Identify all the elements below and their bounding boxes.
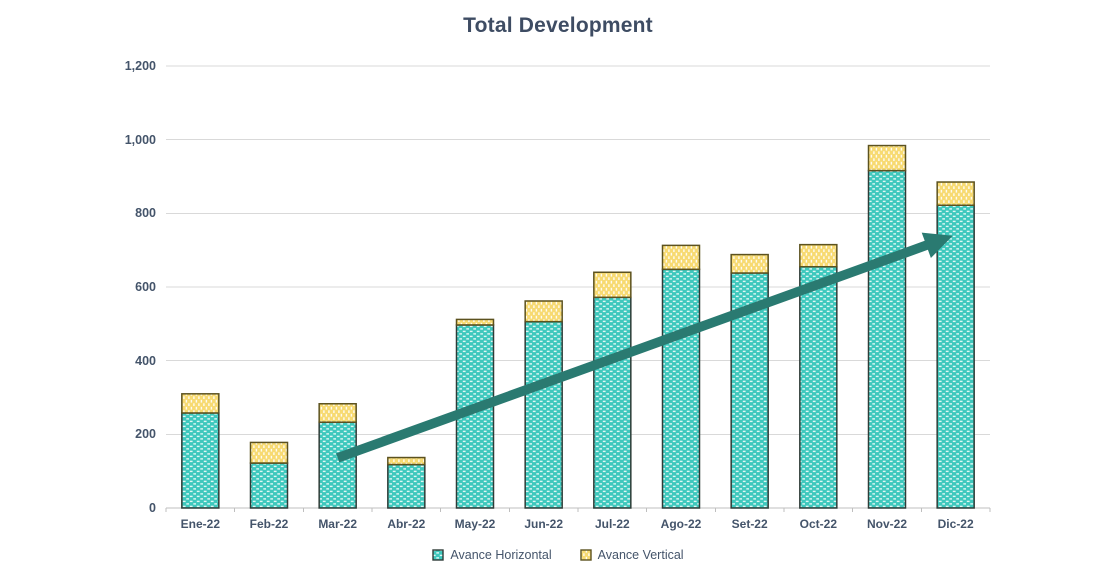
bar-avance-vertical-Jul-22[interactable] (593, 271, 632, 299)
legend-swatch-avance-horizontal (432, 549, 445, 561)
chart-title: Total Development (463, 14, 653, 37)
x-axis-label: Oct-22 (799, 517, 837, 531)
bar-avance-horizontal-Feb-22[interactable] (249, 462, 289, 509)
x-axis-label: Dic-22 (937, 517, 974, 531)
y-axis-label: 600 (135, 280, 156, 294)
bar-avance-horizontal-Jul-22[interactable] (593, 296, 632, 509)
bar-avance-vertical-Ago-22[interactable] (661, 244, 701, 271)
x-axis-label: Jun-22 (524, 517, 563, 531)
bar-avance-horizontal-Oct-22[interactable] (799, 265, 838, 509)
legend-item-avance-horizontal[interactable]: Avance Horizontal (432, 548, 552, 562)
y-axis-label: 1,000 (124, 132, 156, 147)
bar-avance-vertical-Dic-22[interactable] (936, 181, 975, 206)
bar-avance-horizontal-Jun-22[interactable] (524, 320, 563, 509)
bar-avance-horizontal-Nov-22[interactable] (867, 169, 907, 509)
bar-avance-vertical-Abr-22[interactable] (387, 456, 426, 466)
legend-swatch-avance-vertical (579, 549, 592, 561)
legend-item-avance-vertical[interactable]: Avance Vertical (579, 548, 684, 562)
bar-avance-vertical-Set-22[interactable] (730, 253, 769, 274)
legend-label-avance-vertical: Avance Vertical (597, 548, 684, 562)
bar-avance-horizontal-Mar-22[interactable] (318, 421, 357, 509)
trend-arrow[interactable] (336, 232, 953, 463)
y-axis-label: 1,200 (124, 59, 156, 73)
bar-avance-vertical-Oct-22[interactable] (799, 243, 838, 268)
bar-avance-vertical-Jun-22[interactable] (524, 300, 563, 323)
chart-legend: Avance Horizontal Avance Vertical (0, 548, 1116, 562)
bar-avance-vertical-May-22[interactable] (455, 318, 495, 326)
x-axis-label: May-22 (454, 517, 496, 531)
bar-avance-horizontal-Ago-22[interactable] (661, 268, 701, 509)
bar-avance-vertical-Mar-22[interactable] (318, 403, 357, 423)
y-axis-label: 200 (135, 427, 156, 442)
y-axis-label: 400 (135, 353, 156, 368)
x-axis-label: Nov-22 (866, 517, 907, 531)
bar-avance-horizontal-Abr-22[interactable] (387, 463, 426, 509)
bar-avance-vertical-Feb-22[interactable] (249, 441, 289, 464)
x-axis-label: Abr-22 (387, 517, 426, 531)
bar-avance-horizontal-Dic-22[interactable] (936, 204, 975, 509)
x-axis-label: Ago-22 (660, 517, 702, 531)
x-axis-label: Mar-22 (318, 517, 357, 531)
bar-avance-vertical-Nov-22[interactable] (867, 144, 907, 172)
legend-label-avance-horizontal: Avance Horizontal (450, 548, 552, 562)
x-axis-label: Set-22 (731, 517, 768, 531)
x-axis-label: Feb-22 (249, 517, 289, 531)
y-axis-label: 800 (135, 206, 156, 221)
bar-avance-vertical-Ene-22[interactable] (181, 393, 220, 414)
y-axis-label: 0 (149, 501, 156, 515)
bar-avance-horizontal-Ene-22[interactable] (181, 412, 220, 509)
x-axis-label: Ene-22 (180, 517, 220, 531)
x-axis-label: Jul-22 (594, 517, 630, 531)
